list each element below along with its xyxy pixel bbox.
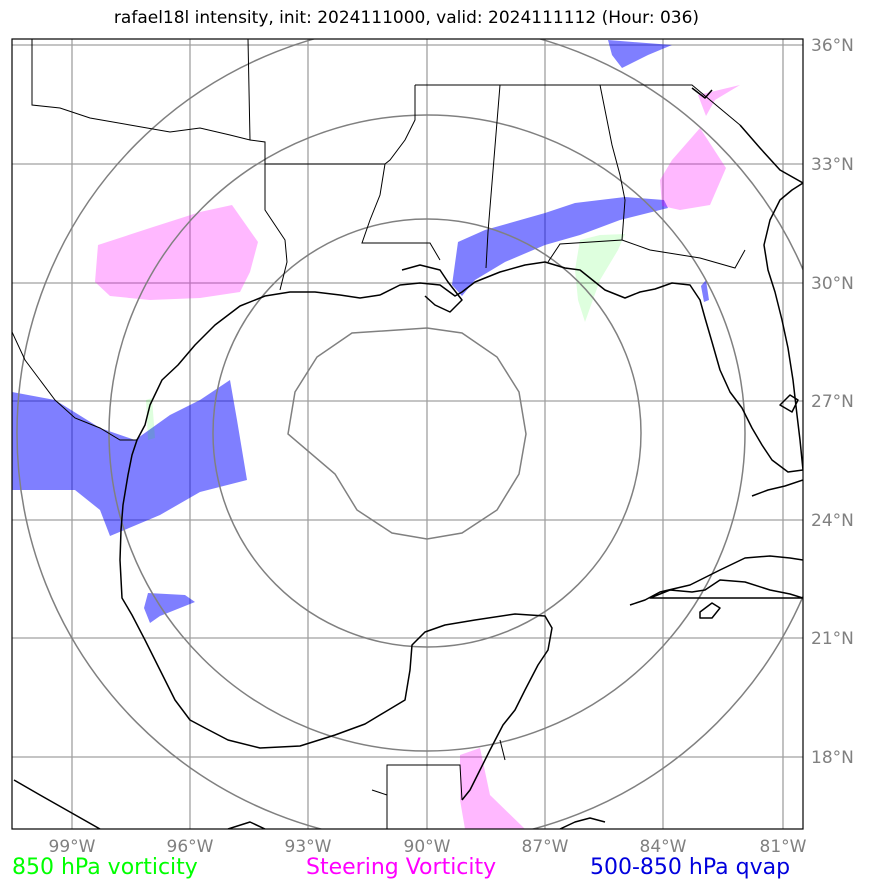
qvap-region-west (12, 380, 247, 536)
border-georgia-carolina (600, 84, 741, 126)
border-mexico-us (12, 331, 137, 441)
bahamas-coast (751, 394, 803, 497)
lon-label: 96°W (167, 837, 214, 857)
border-georgia-florida (621, 239, 746, 269)
map-frame (11, 38, 804, 830)
lat-label: 33°N (811, 155, 854, 175)
steering-region-carolina (698, 85, 740, 116)
lon-label: 93°W (285, 837, 332, 857)
range-ring-2 (212, 218, 642, 648)
carolina-coast (691, 87, 803, 184)
map-title: rafael18l intensity, init: 2024111000, v… (113, 8, 700, 28)
range-ring-inner (287, 327, 527, 540)
range-ring-4 (16, 39, 803, 829)
lon-label: 87°W (522, 837, 569, 857)
qvap-fields (12, 40, 709, 623)
lat-label: 30°N (811, 274, 854, 294)
border-mississippi (384, 84, 501, 269)
louisiana-delta (401, 264, 463, 313)
florida-atlantic-coast (763, 182, 803, 471)
qvap-region-north (608, 40, 672, 68)
border-guatemala (386, 764, 463, 829)
longitude-labels: 99°W 96°W 93°W 90°W 87°W 84°W 81°W (49, 837, 807, 857)
steering-region-georgia (660, 128, 726, 210)
mexico-gulf-coastline (119, 559, 553, 801)
steering-region-texas (95, 205, 258, 300)
lon-label: 84°W (640, 837, 687, 857)
border-texas-oklahoma (31, 39, 251, 141)
lon-label: 99°W (49, 837, 96, 857)
lat-label: 24°N (811, 511, 854, 531)
central-america-coast (13, 779, 606, 829)
border-belize (371, 739, 506, 796)
island-coast (699, 602, 721, 619)
vorticity-region-florida-panhandle (575, 234, 625, 322)
us-gulf-coastline (119, 261, 803, 561)
border-arkansas-louisiana (265, 163, 441, 261)
legend-850-vorticity: 850 hPa vorticity (12, 855, 198, 880)
steering-region-yucatan (460, 748, 525, 829)
qvap-region-tiny (701, 280, 709, 302)
lat-label: 36°N (811, 36, 854, 56)
lat-label: 21°N (811, 629, 854, 649)
lon-label: 90°W (404, 837, 451, 857)
cuba-coastline (629, 555, 803, 606)
latitude-labels: 36°N 33°N 30°N 27°N 24°N 21°N 18°N (811, 36, 854, 768)
legend-steering-vorticity: Steering Vorticity (306, 855, 497, 880)
vorticity-region-texas-small (146, 398, 155, 440)
lat-label: 18°N (811, 748, 854, 768)
border-alabama (500, 84, 626, 263)
steering-vorticity-fields (95, 85, 740, 829)
lat-label: 27°N (811, 392, 854, 412)
vorticity-850-fields (146, 234, 625, 440)
border-texas-louisiana (249, 139, 288, 291)
political-borders (12, 39, 746, 829)
coastlines (13, 87, 803, 829)
legend-qvap: 500-850 hPa qvap (590, 855, 791, 880)
qvap-region-gulf-coast (452, 197, 668, 296)
lon-label: 81°W (760, 837, 807, 857)
